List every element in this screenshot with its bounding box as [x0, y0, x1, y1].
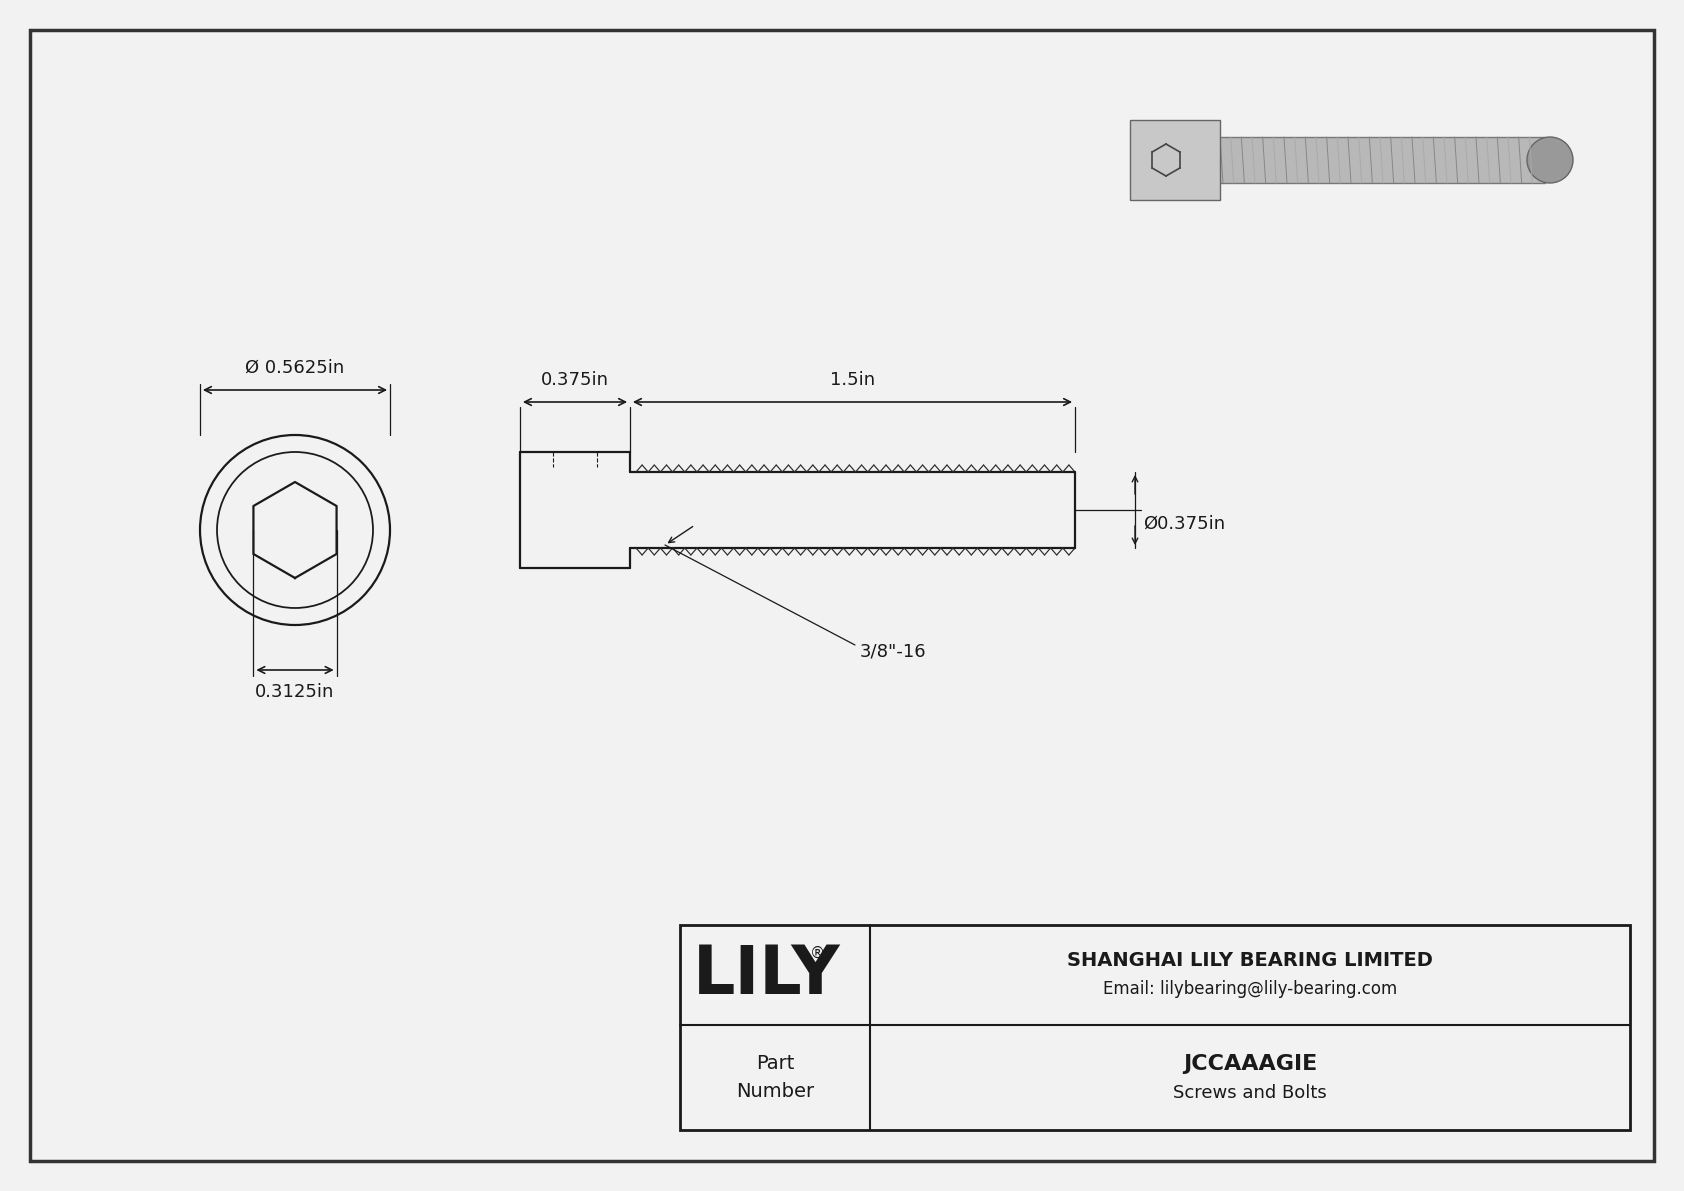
Text: Ø 0.5625in: Ø 0.5625in	[246, 358, 345, 378]
Text: Screws and Bolts: Screws and Bolts	[1174, 1085, 1327, 1103]
Text: 0.3125in: 0.3125in	[256, 682, 335, 701]
Text: ®: ®	[810, 946, 825, 960]
Text: JCCAAAGIE: JCCAAAGIE	[1182, 1054, 1317, 1073]
FancyBboxPatch shape	[1214, 137, 1544, 183]
Bar	[680, 925, 1630, 1130]
Text: Email: lilybearing@lily-bearing.com: Email: lilybearing@lily-bearing.com	[1103, 980, 1398, 998]
Text: 3/8"-16: 3/8"-16	[861, 643, 926, 661]
Circle shape	[1527, 137, 1573, 183]
Text: SHANGHAI LILY BEARING LIMITED: SHANGHAI LILY BEARING LIMITED	[1068, 952, 1433, 971]
Text: LILY: LILY	[694, 942, 840, 1008]
FancyBboxPatch shape	[1130, 120, 1219, 200]
Text: Part
Number: Part Number	[736, 1054, 813, 1100]
Text: 0.375in: 0.375in	[541, 372, 610, 389]
Text: 1.5in: 1.5in	[830, 372, 876, 389]
Text: Ø0.375in: Ø0.375in	[1143, 515, 1226, 534]
